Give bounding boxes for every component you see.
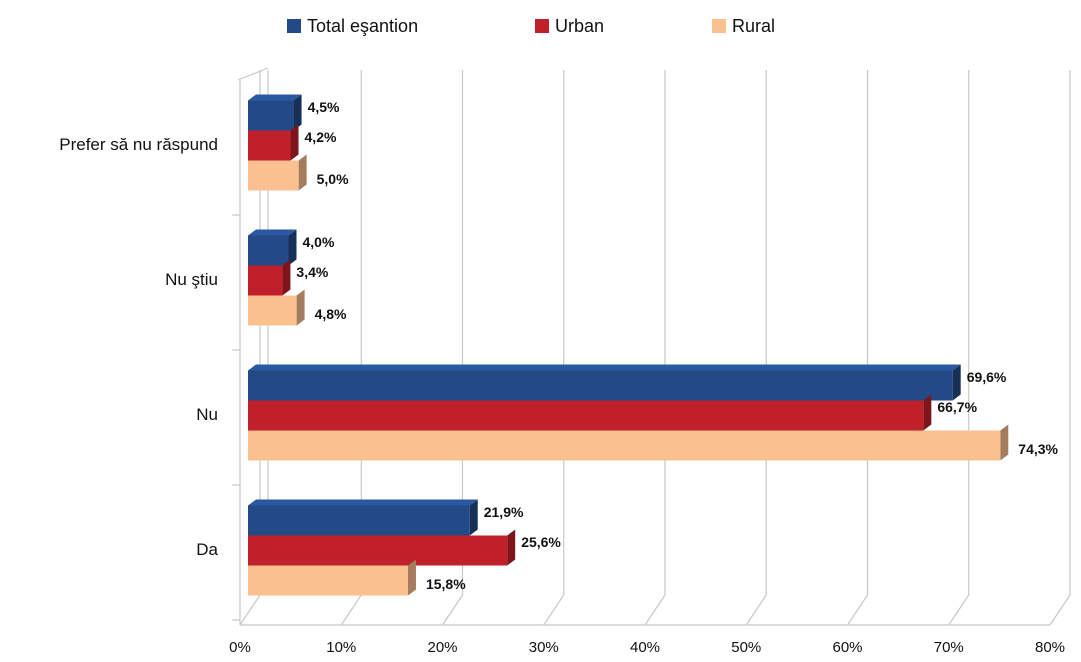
y-tick-label: Da [196, 540, 218, 559]
bar-side [282, 259, 291, 296]
value-label: 3,4% [296, 264, 328, 280]
bar [248, 130, 291, 161]
value-label: 5,0% [317, 171, 349, 187]
grid-line [745, 594, 767, 626]
bar [248, 370, 953, 401]
bar [248, 505, 470, 536]
bar [248, 265, 283, 296]
bar-side [293, 94, 302, 131]
grid-line [340, 594, 362, 626]
bar [248, 565, 408, 596]
bar-top [248, 94, 302, 101]
x-tick-label: 60% [832, 639, 862, 656]
grid-line [442, 594, 463, 626]
value-label: 66,7% [937, 399, 977, 415]
x-tick-label: 50% [731, 639, 761, 656]
x-tick-label: 10% [326, 639, 356, 656]
bar [248, 400, 924, 431]
value-label: 74,3% [1018, 441, 1058, 457]
grid-line [239, 594, 261, 626]
bar [248, 430, 1001, 461]
grid-line [543, 594, 565, 626]
grid-line [847, 594, 868, 626]
legend-swatch [535, 19, 549, 33]
value-label: 4,0% [303, 234, 335, 250]
value-label: 69,6% [967, 369, 1007, 385]
bar [248, 160, 299, 191]
value-label: 4,8% [315, 306, 347, 322]
bar-top [248, 364, 961, 371]
x-tick-label: 30% [529, 639, 559, 656]
bar [248, 535, 508, 566]
value-label: 4,2% [305, 129, 337, 145]
legend-label: Total eşantion [307, 16, 418, 36]
value-label: 4,5% [308, 99, 340, 115]
legend-label: Urban [555, 16, 604, 36]
bar [248, 295, 297, 326]
grid-line [948, 594, 970, 626]
grid-line [644, 594, 666, 626]
bar-side [407, 559, 416, 596]
x-tick-label: 20% [427, 639, 457, 656]
x-tick-label: 0% [229, 639, 251, 656]
bar-side [296, 289, 305, 326]
x-tick-label: 70% [934, 639, 964, 656]
bar-side [469, 499, 478, 536]
y-tick-label: Prefer să nu răspund [59, 135, 218, 154]
bar-side [288, 229, 297, 266]
bar [248, 235, 289, 266]
value-label: 25,6% [521, 534, 561, 550]
bar-side [290, 124, 299, 161]
grid-line [1049, 594, 1071, 626]
legend-label: Rural [732, 16, 775, 36]
bar-side [1000, 424, 1009, 461]
x-tick-label: 40% [630, 639, 660, 656]
axis-wall [237, 67, 269, 81]
y-tick-label: Nu [196, 405, 218, 424]
value-label: 21,9% [484, 504, 524, 520]
y-tick-label: Nu ştiu [165, 270, 218, 289]
legend-swatch [287, 19, 301, 33]
bar-side [923, 394, 932, 431]
bar-side [298, 154, 307, 191]
bar-top [248, 499, 478, 506]
x-tick-label: 80% [1035, 639, 1065, 656]
legend-swatch [712, 19, 726, 33]
bar-side [952, 364, 961, 401]
value-label: 15,8% [426, 576, 466, 592]
bar [248, 100, 294, 131]
bar-side [507, 529, 516, 566]
bar-top [248, 229, 297, 236]
